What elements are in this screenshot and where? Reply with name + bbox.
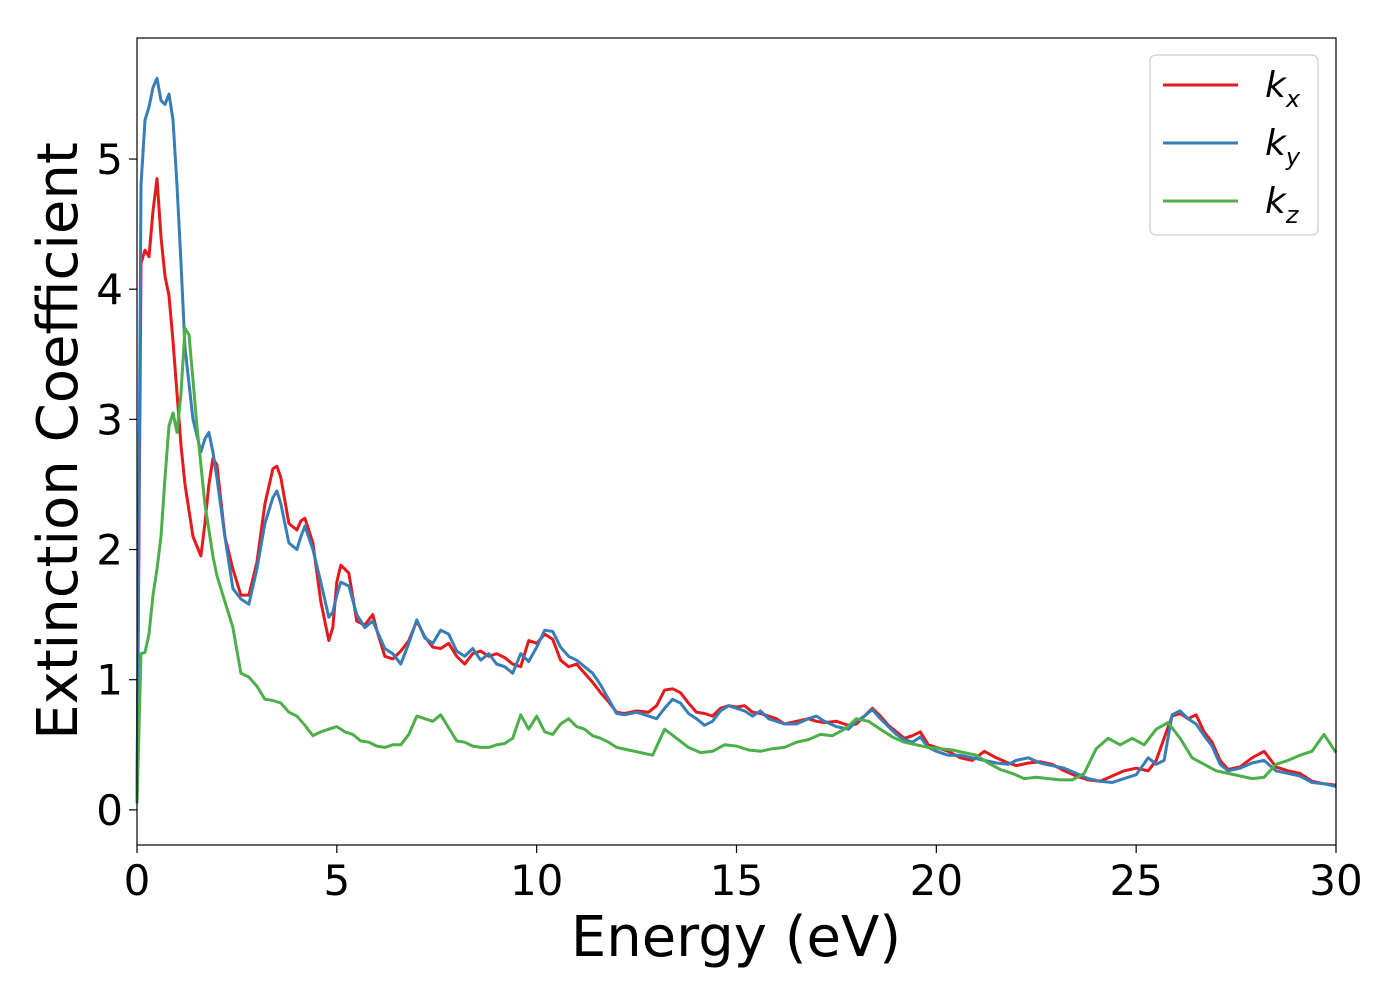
legend: kx ky kz	[1149, 54, 1319, 236]
x-tick-label: 30	[1309, 856, 1362, 905]
y-tick-label: 2	[96, 526, 123, 575]
y-tick-label: 3	[96, 395, 123, 444]
y-tick-label: 5	[96, 135, 123, 184]
x-tick-label: 10	[510, 856, 563, 905]
legend-label-y: ky	[1265, 123, 1301, 171]
x-tick-label: 0	[124, 856, 151, 905]
y-tick-label: 1	[96, 656, 123, 705]
x-tick-label: 25	[1109, 856, 1162, 905]
y-tick-label: 4	[96, 265, 123, 314]
series-line-z	[135, 326, 1338, 804]
y-tick-label: 0	[96, 786, 123, 835]
x-axis-label: Energy (eV)	[571, 905, 901, 970]
plot-background	[137, 38, 1336, 845]
legend-label-x: kx	[1265, 65, 1301, 113]
ticks-layer: 0 5 10 15 20 25 30 0 1 2 3 4 5	[96, 135, 1362, 905]
plot-frame	[136, 37, 1337, 846]
series-layer	[135, 76, 1338, 804]
series-line-y	[135, 76, 1337, 804]
x-tick-label: 15	[710, 856, 763, 905]
legend-box	[1149, 54, 1319, 236]
y-axis-label: Extinction Coefficient	[26, 142, 91, 740]
legend-label-z: kz	[1265, 181, 1300, 229]
x-tick-label: 20	[910, 856, 963, 905]
x-tick-label: 5	[323, 856, 350, 905]
